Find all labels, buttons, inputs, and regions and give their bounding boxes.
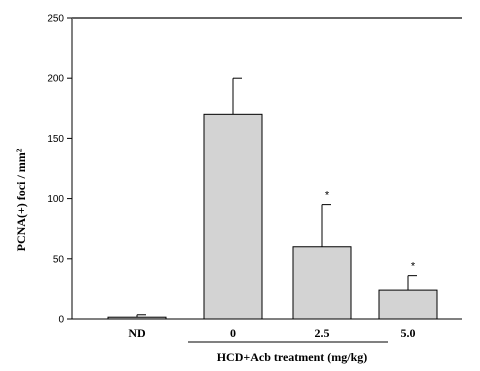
x-tick-label: 2.5	[315, 326, 330, 340]
plot-frame	[71, 17, 462, 320]
y-tick-label: 100	[47, 194, 64, 205]
y-tick-label: 50	[53, 254, 65, 265]
x-tick-label: 0	[230, 326, 236, 340]
y-tick-label: 200	[47, 74, 64, 85]
significance-marker: *	[411, 261, 416, 273]
bar	[203, 113, 263, 320]
y-tick-label: 150	[47, 134, 64, 145]
y-tick-label: 250	[47, 14, 64, 25]
y-axis-title: PCNA(+) foci / mm²	[14, 148, 28, 251]
bars: **	[107, 77, 438, 320]
bar	[378, 289, 438, 320]
x-tick-label: 5.0	[401, 326, 416, 340]
x-axis: ND 0 2.5 5.0	[128, 326, 415, 340]
bar	[292, 246, 352, 320]
x-tick-label: ND	[128, 326, 146, 340]
y-axis: 0 50 100 150 200 250	[47, 14, 72, 326]
bar	[107, 316, 167, 320]
significance-marker: *	[325, 190, 330, 202]
x-axis-title: HCD+Acb treatment (mg/kg)	[217, 350, 368, 364]
y-tick-label: 0	[58, 315, 64, 326]
